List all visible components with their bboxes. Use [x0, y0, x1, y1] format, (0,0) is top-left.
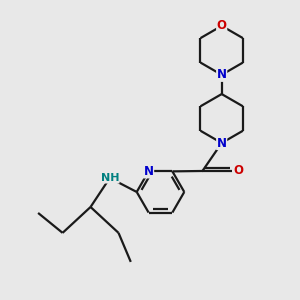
- Text: N: N: [217, 68, 227, 81]
- Text: NH: NH: [100, 173, 119, 183]
- Text: N: N: [217, 136, 227, 149]
- Text: N: N: [144, 165, 154, 178]
- Text: O: O: [217, 20, 227, 32]
- Text: O: O: [233, 164, 244, 178]
